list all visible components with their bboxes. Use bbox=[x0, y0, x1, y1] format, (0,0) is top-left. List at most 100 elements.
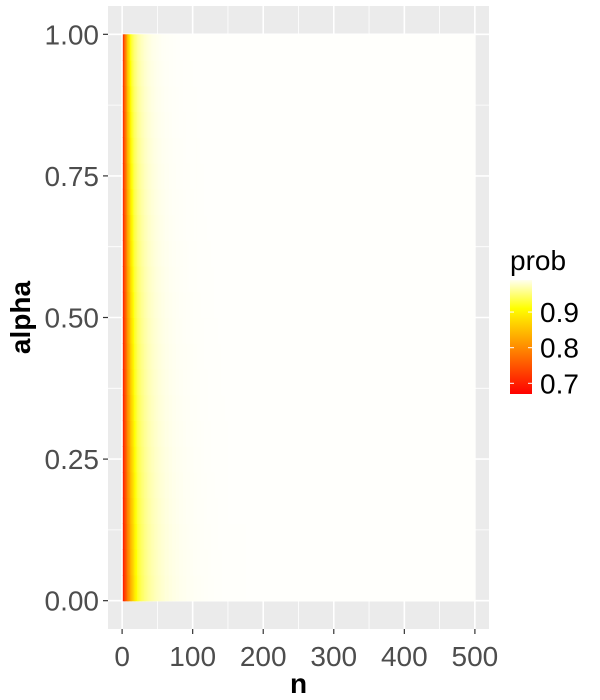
heat-tile bbox=[131, 60, 134, 87]
heat-tile bbox=[207, 497, 212, 525]
heat-tile bbox=[163, 188, 166, 216]
heat-tile bbox=[422, 163, 441, 190]
heat-tile bbox=[138, 85, 141, 113]
heat-tile bbox=[124, 420, 127, 447]
heat-tile bbox=[172, 214, 177, 241]
heat-tile bbox=[172, 163, 177, 190]
heat-tile bbox=[127, 523, 130, 550]
heat-tile bbox=[162, 188, 165, 216]
heat-tile bbox=[160, 549, 163, 576]
heat-tile bbox=[131, 214, 134, 241]
heat-tile bbox=[124, 574, 127, 602]
heat-tile bbox=[129, 420, 132, 447]
heat-tile bbox=[155, 523, 158, 550]
heat-tile bbox=[316, 291, 336, 319]
heat-tile bbox=[334, 266, 353, 293]
heat-tile bbox=[228, 291, 247, 319]
heat-tile bbox=[211, 266, 216, 293]
heat-tile bbox=[132, 523, 135, 550]
heat-tile bbox=[139, 188, 142, 216]
heat-tile bbox=[387, 163, 406, 190]
heat-tile bbox=[246, 111, 265, 138]
heat-tile bbox=[145, 214, 148, 241]
heat-tile bbox=[125, 111, 128, 138]
heat-tile bbox=[440, 549, 459, 576]
heat-tile bbox=[172, 471, 177, 499]
heat-tile bbox=[129, 60, 132, 87]
heat-tile bbox=[200, 497, 205, 525]
heat-tile bbox=[146, 368, 149, 396]
heat-tile bbox=[246, 240, 265, 267]
heat-tile bbox=[196, 446, 202, 473]
heat-tile bbox=[179, 214, 184, 241]
heat-tile bbox=[163, 497, 166, 525]
heat-tile bbox=[124, 266, 127, 293]
heat-tile bbox=[146, 214, 149, 241]
heat-tile bbox=[131, 446, 134, 473]
heat-tile bbox=[405, 574, 424, 602]
heat-tile bbox=[207, 188, 212, 216]
heat-tile bbox=[149, 60, 152, 87]
heat-tile bbox=[186, 188, 191, 216]
heat-tile bbox=[162, 111, 165, 138]
heat-tile bbox=[172, 446, 177, 473]
heat-tile bbox=[440, 34, 459, 61]
legend: prob 0.7 0.8 0.9 bbox=[510, 245, 579, 399]
heat-tile bbox=[387, 317, 406, 344]
heat-tile bbox=[143, 317, 146, 344]
heat-tile bbox=[158, 188, 161, 216]
heat-tile bbox=[225, 420, 230, 447]
heat-tile bbox=[369, 343, 388, 370]
heat-tile bbox=[148, 266, 151, 293]
heat-tile bbox=[151, 163, 154, 190]
heat-tile bbox=[156, 240, 159, 267]
heat-tile bbox=[214, 317, 219, 344]
heat-tile bbox=[457, 137, 476, 164]
heat-tile bbox=[168, 446, 173, 473]
heat-tile bbox=[127, 471, 130, 499]
heat-tile bbox=[334, 188, 353, 216]
heat-tile bbox=[214, 163, 219, 190]
heat-tile bbox=[143, 214, 146, 241]
heat-tile bbox=[141, 85, 144, 113]
heat-tile bbox=[139, 34, 142, 61]
heat-tile bbox=[405, 111, 424, 138]
heat-tile bbox=[124, 163, 127, 190]
heat-tile bbox=[316, 240, 336, 267]
heat-tile bbox=[422, 240, 441, 267]
heat-tile bbox=[125, 523, 128, 550]
heat-tile bbox=[263, 446, 283, 473]
heat-tile bbox=[145, 60, 148, 87]
heat-tile bbox=[165, 85, 170, 113]
heat-tile bbox=[125, 240, 128, 267]
heat-tile bbox=[218, 266, 223, 293]
heat-tile bbox=[148, 111, 151, 138]
heat-tile bbox=[139, 343, 142, 370]
heat-tile bbox=[225, 60, 230, 87]
heat-tile bbox=[152, 34, 155, 61]
heat-tile bbox=[149, 343, 152, 370]
heat-tile bbox=[124, 60, 127, 87]
heat-tile bbox=[131, 368, 134, 396]
heat-tile bbox=[316, 34, 336, 61]
heat-tile bbox=[145, 266, 148, 293]
heat-tile bbox=[142, 471, 145, 499]
heat-tile bbox=[138, 497, 141, 525]
heat-tile bbox=[405, 60, 424, 87]
heat-tile bbox=[457, 574, 476, 602]
heat-tile bbox=[151, 188, 154, 216]
heat-tile bbox=[122, 240, 125, 267]
heat-tile bbox=[175, 497, 180, 525]
heat-tile bbox=[172, 368, 177, 396]
heat-tile bbox=[151, 291, 154, 319]
heat-tile bbox=[203, 523, 209, 550]
heat-tile bbox=[440, 317, 459, 344]
heat-tile bbox=[152, 446, 155, 473]
heat-tile bbox=[127, 291, 130, 319]
heat-tile bbox=[146, 163, 149, 190]
heat-tile bbox=[299, 574, 318, 602]
heat-tile bbox=[148, 85, 151, 113]
heat-tile bbox=[122, 214, 125, 241]
heat-tile bbox=[163, 523, 166, 550]
heat-tile bbox=[128, 163, 131, 190]
